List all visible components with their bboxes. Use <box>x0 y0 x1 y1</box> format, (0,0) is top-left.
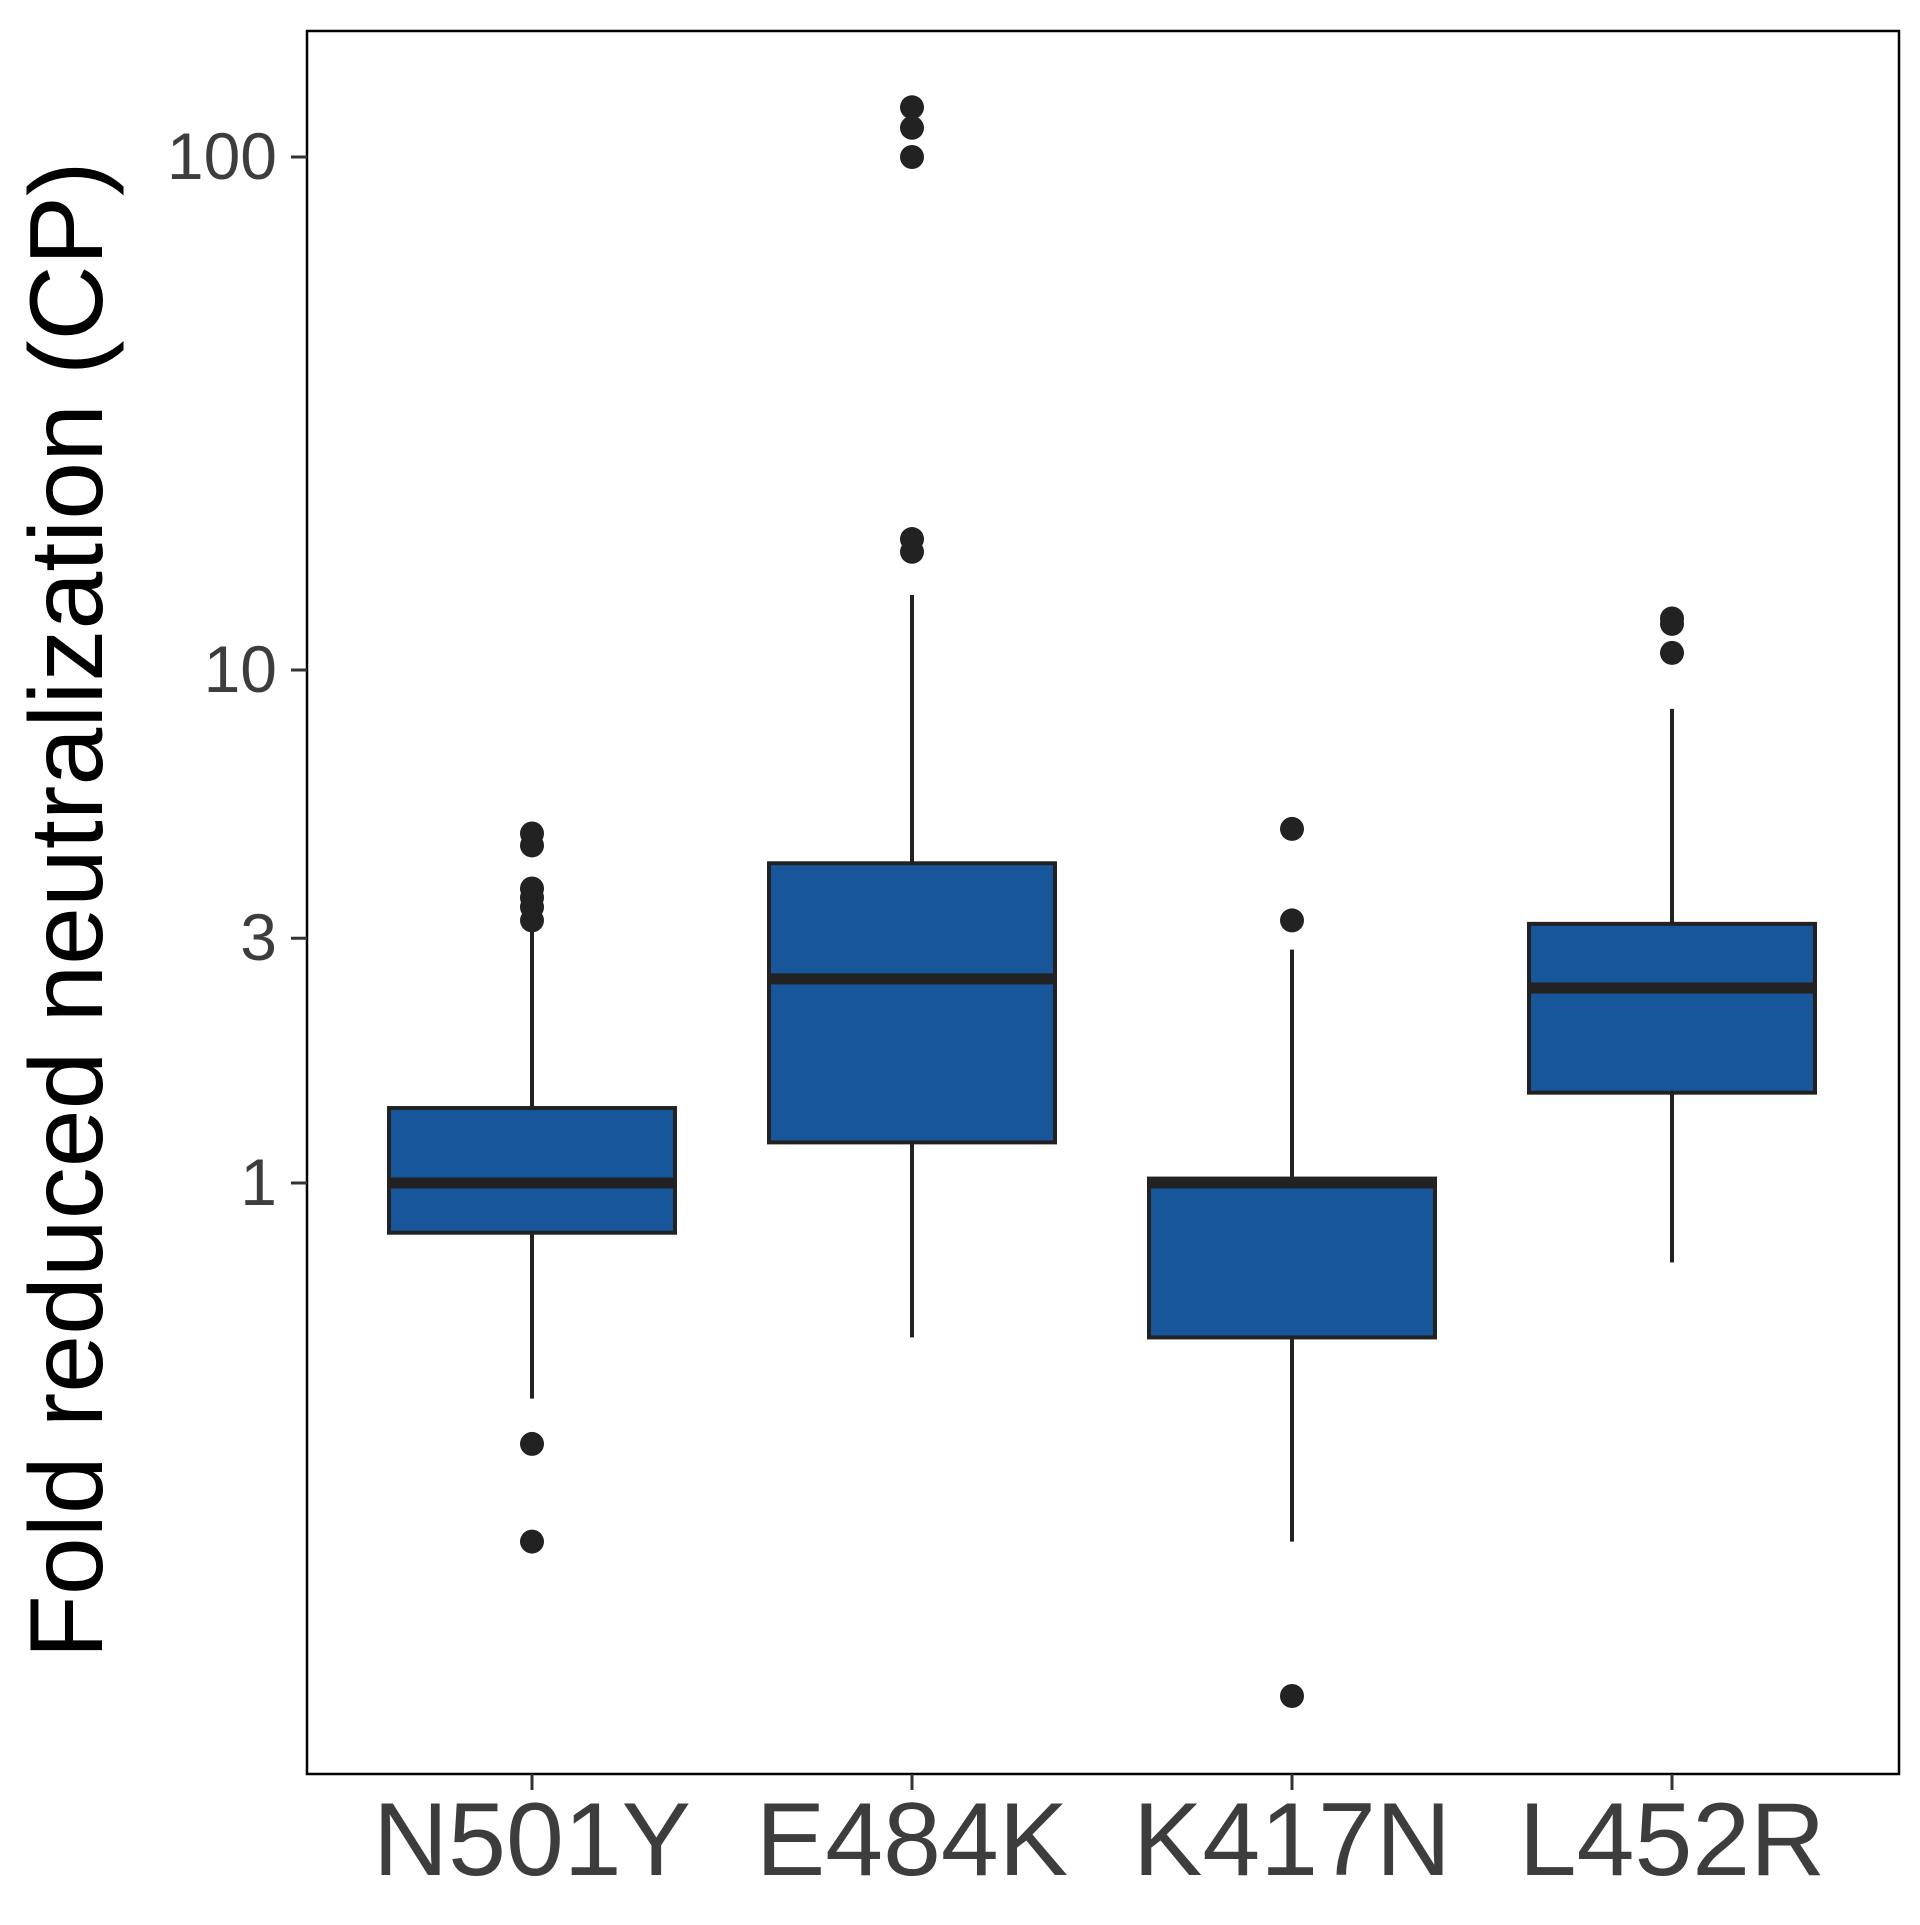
panel-border <box>305 29 1901 1776</box>
box-e484k <box>767 95 1057 1338</box>
outlier-point <box>1660 606 1684 631</box>
box-k417n <box>1147 816 1437 1708</box>
x-axis: N501Y E484K K417N L452R <box>373 1774 1825 1898</box>
outlier-point <box>520 876 544 901</box>
outlier-point <box>1280 1684 1304 1708</box>
y-axis: 1 3 10 100 <box>167 119 307 1219</box>
outlier-point <box>900 527 924 552</box>
y-axis-title: Fold reduced neutralization (CP) <box>9 161 125 1658</box>
x-tick-label: E484K <box>756 1782 1068 1898</box>
iqr-box <box>1147 1176 1437 1340</box>
y-tick-label: 100 <box>167 119 277 193</box>
box-n501y <box>387 821 677 1554</box>
x-tick-label: L452R <box>1519 1782 1825 1898</box>
outlier-point <box>520 1431 544 1456</box>
y-tick-label: 10 <box>204 632 277 706</box>
box-l452r <box>1527 606 1817 1263</box>
outlier-point <box>1280 816 1304 841</box>
outlier-point <box>520 1529 544 1554</box>
outlier-point <box>1280 908 1304 933</box>
outlier-point <box>900 95 924 120</box>
x-tick-label: K417N <box>1133 1782 1451 1898</box>
iqr-box <box>387 1106 677 1235</box>
outlier-point <box>520 821 544 846</box>
y-tick-label: 3 <box>240 900 277 974</box>
iqr-box <box>767 861 1057 1145</box>
y-tick-label: 1 <box>240 1145 277 1219</box>
outlier-point <box>900 145 924 169</box>
boxes-layer <box>387 95 1817 1708</box>
outlier-point <box>1660 640 1684 665</box>
x-tick-label: N501Y <box>373 1782 691 1898</box>
iqr-box <box>1527 921 1817 1095</box>
outlier-point <box>900 115 924 140</box>
